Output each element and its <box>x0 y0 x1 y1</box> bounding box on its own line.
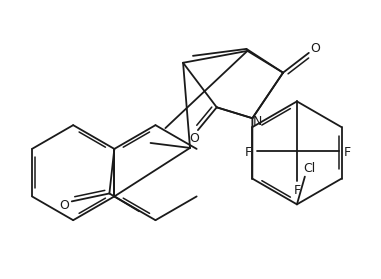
Text: F: F <box>293 184 301 197</box>
Text: O: O <box>189 131 199 145</box>
Text: O: O <box>310 42 320 56</box>
Text: Cl: Cl <box>304 162 316 175</box>
Text: N: N <box>253 115 262 128</box>
Text: F: F <box>344 146 351 159</box>
Text: F: F <box>245 146 252 159</box>
Text: O: O <box>59 199 69 212</box>
